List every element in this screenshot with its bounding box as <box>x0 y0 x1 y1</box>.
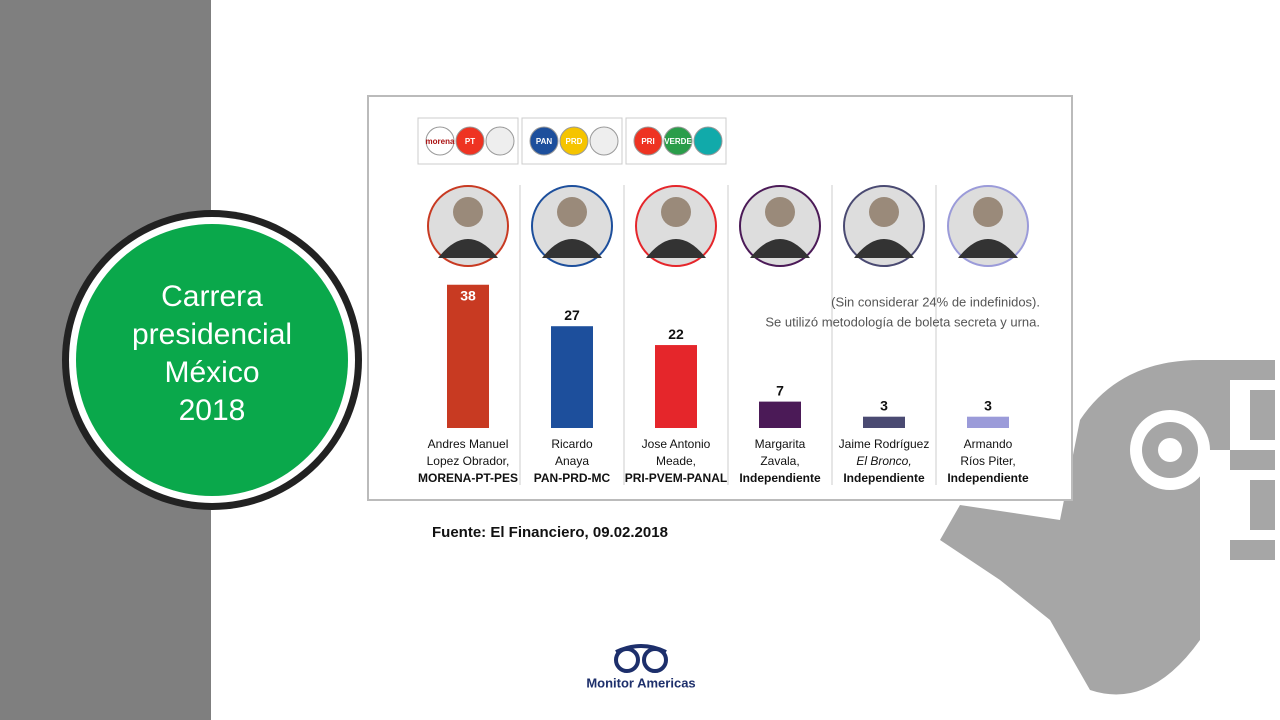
value-label: 7 <box>776 382 784 398</box>
logo-text: Monitor Americas <box>586 675 695 690</box>
candidate-head <box>557 197 587 227</box>
candidate-body <box>958 239 1018 258</box>
candidate-body <box>542 239 602 258</box>
candidate-head <box>765 197 795 227</box>
bar <box>967 416 1009 428</box>
decoration <box>940 360 1275 695</box>
party-logo-label: PT <box>465 137 475 146</box>
candidate-body <box>750 239 810 258</box>
party-logo <box>589 126 619 156</box>
bar <box>863 416 905 428</box>
candidate-head <box>973 197 1003 227</box>
party-logo <box>633 126 663 156</box>
candidate-head <box>869 197 899 227</box>
category-label: Independiente <box>947 471 1029 485</box>
value-label: 38 <box>460 287 476 303</box>
category-label: Ríos Piter, <box>960 454 1015 468</box>
category-label: MORENA-PT-PES <box>418 471 518 485</box>
party-logo <box>455 126 485 156</box>
candidate-head <box>453 197 483 227</box>
category-label: Ricardo <box>551 437 593 451</box>
category-label: Anaya <box>555 454 589 468</box>
party-logo-label: PRD <box>566 137 583 146</box>
bar <box>551 326 593 428</box>
party-logo <box>663 126 693 156</box>
title-line: 2018 <box>179 394 246 427</box>
title-line: México <box>164 356 259 389</box>
category-label: Meade, <box>656 454 696 468</box>
title-line: presidencial <box>132 318 292 351</box>
category-label: PRI-PVEM-PANAL <box>625 471 727 485</box>
category-label: PAN-PRD-MC <box>534 471 611 485</box>
category-label: Independiente <box>739 471 821 485</box>
category-label: Zavala, <box>760 454 799 468</box>
candidate-body <box>438 239 498 258</box>
party-logo <box>485 126 515 156</box>
party-logo-label: PAN <box>536 137 553 146</box>
bar <box>759 401 801 428</box>
value-label: 3 <box>984 397 992 413</box>
logo-icon <box>614 644 668 673</box>
value-label: 3 <box>880 397 888 413</box>
party-logo-label: morena <box>426 137 455 146</box>
source: Fuente: El Financiero, 09.02.2018 <box>432 524 668 541</box>
candidate-body <box>854 239 914 258</box>
party-logo <box>425 126 455 156</box>
party-logo <box>529 126 559 156</box>
party-logo-label: PRI <box>641 137 654 146</box>
category-label: Armando <box>964 437 1013 451</box>
category-label: Lopez Obrador, <box>427 454 510 468</box>
value-label: 27 <box>564 307 580 323</box>
category-label: Jose Antonio <box>642 437 711 451</box>
category-label: Independiente <box>843 471 925 485</box>
chart: morena PT PAN PRD PRI VERDE 38 Andres Manuel Lop… <box>417 117 1040 485</box>
party-logo-label: VERDE <box>664 137 692 146</box>
bar <box>447 284 489 428</box>
note: Se utilizó metodología de boleta secreta… <box>765 314 1040 329</box>
bar <box>655 345 697 428</box>
category-label: El Bronco, <box>856 454 911 468</box>
category-label: Andres Manuel <box>428 437 509 451</box>
candidate-body <box>646 239 706 258</box>
title-circle <box>76 224 348 496</box>
title-line: Carrera <box>161 280 263 313</box>
category-label: Jaime Rodríguez <box>839 437 930 451</box>
category-label: Margarita <box>755 437 806 451</box>
candidate-head <box>661 197 691 227</box>
party-logo <box>693 126 723 156</box>
value-label: 22 <box>668 326 684 342</box>
slide-title: Carrera presidencial México 2018 <box>132 280 292 427</box>
party-logo <box>559 126 589 156</box>
note: (Sin considerar 24% de indefinidos). <box>831 294 1040 309</box>
